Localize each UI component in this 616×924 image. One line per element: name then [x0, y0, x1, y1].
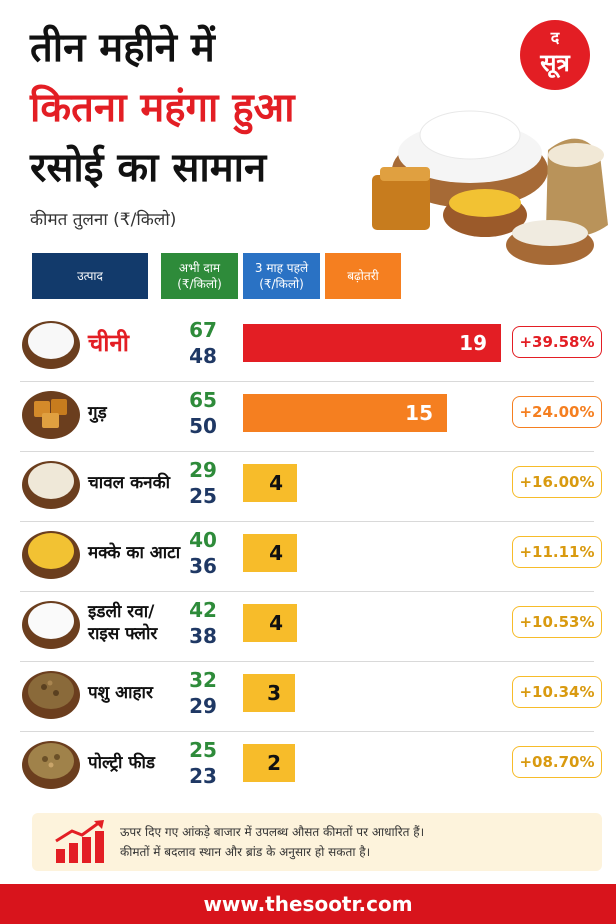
increase-value: 15: [405, 401, 433, 425]
sugar-bowl-icon: [22, 321, 80, 369]
maize-flour-icon: [22, 531, 80, 579]
product-name: गुड़: [88, 403, 107, 423]
current-price: 25: [189, 738, 217, 762]
rice-bowl-icon: [22, 461, 80, 509]
row-divider: [20, 661, 594, 662]
brand-logo: द सूत्र: [520, 20, 590, 90]
current-price: 40: [189, 528, 217, 552]
previous-price: 23: [189, 764, 217, 788]
previous-price: 38: [189, 624, 217, 648]
poultry-feed-icon: [22, 741, 80, 789]
table-row-rice-flour: इडली रवा/ राइस फ्लोर 42 38 4 +10.53%: [0, 592, 616, 662]
previous-price: 50: [189, 414, 217, 438]
percent-badge: +10.34%: [512, 676, 602, 708]
increase-bar: 4: [243, 534, 297, 572]
row-divider: [20, 521, 594, 522]
title-line-3: रसोई का सामान: [30, 145, 267, 191]
increase-bar: 3: [243, 674, 295, 712]
header-current-unit: (₹/किलो): [177, 277, 222, 291]
product-name: मक्के का आटा: [88, 543, 181, 563]
logo-big-text: सूत्र: [540, 49, 570, 77]
current-price: 29: [189, 458, 217, 482]
footnote-text: ऊपर दिए गए आंकड़े बाजार में उपलब्ध औसत क…: [120, 822, 424, 862]
row-divider: [20, 381, 594, 382]
previous-price: 48: [189, 344, 217, 368]
increase-value: 4: [269, 611, 283, 635]
product-name: चावल कनकी: [88, 473, 171, 493]
footnote-line-1: ऊपर दिए गए आंकड़े बाजार में उपलब्ध औसत क…: [120, 825, 425, 839]
increase-bar: 15: [243, 394, 447, 432]
table-row-broken-rice: चावल कनकी 29 25 4 +16.00%: [0, 452, 616, 522]
product-name-line-1: इडली रवा/: [88, 602, 155, 622]
row-divider: [20, 451, 594, 452]
header-current-price: अभी दाम (₹/किलो): [161, 253, 238, 299]
header-previous-price: 3 माह पहले (₹/किलो): [243, 253, 320, 299]
footnote-box: ऊपर दिए गए आंकड़े बाजार में उपलब्ध औसत क…: [32, 813, 602, 871]
footnote-line-2: कीमतों में बदलाव स्थान और ब्रांड के अनुस…: [120, 845, 371, 859]
increase-value: 3: [267, 681, 281, 705]
header-increase-label: बढ़ोतरी: [347, 269, 379, 283]
product-name: चीनी: [88, 329, 129, 357]
current-price: 65: [189, 388, 217, 412]
percent-badge: +08.70%: [512, 746, 602, 778]
current-price: 32: [189, 668, 217, 692]
rice-flour-icon: [22, 601, 80, 649]
header-product-label: उत्पाद: [77, 269, 103, 283]
increase-value: 2: [267, 751, 281, 775]
title-line-2: कितना महंगा हुआ: [30, 85, 295, 131]
row-divider: [20, 731, 594, 732]
increase-value: 4: [269, 541, 283, 565]
title-line-1: तीन महीने में: [30, 25, 215, 71]
increase-bar: 19: [243, 324, 501, 362]
current-price: 67: [189, 318, 217, 342]
increase-value: 19: [459, 331, 487, 355]
product-name: इडली रवा/ राइस फ्लोर: [88, 592, 157, 654]
percent-badge: +39.58%: [512, 326, 602, 358]
increase-bar: 4: [243, 464, 297, 502]
percent-badge: +10.53%: [512, 606, 602, 638]
subtitle: कीमत तुलना (₹/किलो): [30, 210, 177, 230]
trend-up-icon: [55, 820, 104, 863]
table-row-jaggery: गुड़ 65 50 15 +24.00%: [0, 382, 616, 452]
previous-price: 29: [189, 694, 217, 718]
row-divider: [20, 591, 594, 592]
product-name: पशु आहार: [88, 683, 153, 703]
current-price: 42: [189, 598, 217, 622]
logo-small-text: द: [550, 28, 560, 47]
increase-bar: 2: [243, 744, 295, 782]
product-name: पोल्ट्री फीड: [88, 753, 155, 773]
groceries-illustration: [372, 110, 608, 265]
increase-bar: 4: [243, 604, 297, 642]
header-increase: बढ़ोतरी: [325, 253, 401, 299]
table-row-maize-flour: मक्के का आटा 40 36 4 +11.11%: [0, 522, 616, 592]
footer-website[interactable]: www.thesootr.com: [0, 884, 616, 924]
header-product: उत्पाद: [32, 253, 148, 299]
header-previous-label: 3 माह पहले: [254, 261, 309, 275]
table-row-poultry-feed: पोल्ट्री फीड 25 23 2 +08.70%: [0, 732, 616, 802]
product-name-line-2: राइस फ्लोर: [88, 624, 158, 644]
table-row-sugar: चीनी 67 48 19 +39.58%: [0, 312, 616, 382]
percent-badge: +24.00%: [512, 396, 602, 428]
cattle-feed-icon: [22, 671, 80, 719]
percent-badge: +16.00%: [512, 466, 602, 498]
percent-badge: +11.11%: [512, 536, 602, 568]
website-url[interactable]: www.thesootr.com: [203, 892, 413, 916]
jaggery-icon: [22, 391, 80, 439]
previous-price: 36: [189, 554, 217, 578]
previous-price: 25: [189, 484, 217, 508]
increase-value: 4: [269, 471, 283, 495]
table-row-cattle-feed: पशु आहार 32 29 3 +10.34%: [0, 662, 616, 732]
header-current-label: अभी दाम: [178, 261, 221, 275]
header-previous-unit: (₹/किलो): [259, 277, 304, 291]
